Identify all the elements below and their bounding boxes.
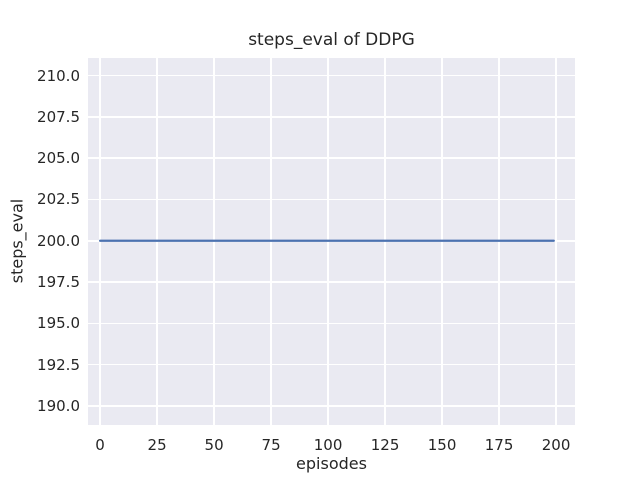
x-tick-label: 150 bbox=[427, 436, 457, 454]
x-axis-label: episodes bbox=[296, 454, 367, 473]
y-tick-label: 207.5 bbox=[37, 107, 80, 126]
x-tick-label: 50 bbox=[204, 436, 224, 454]
gridline-horizontal bbox=[88, 363, 575, 366]
x-tick-label: 200 bbox=[541, 436, 571, 454]
y-tick-label: 200.0 bbox=[37, 231, 80, 250]
gridline-horizontal bbox=[88, 322, 575, 325]
gridline-horizontal bbox=[88, 405, 575, 407]
x-tick-label: 175 bbox=[484, 436, 514, 454]
y-tick-label: 205.0 bbox=[37, 149, 80, 168]
gridline-horizontal bbox=[88, 74, 575, 77]
x-tick-label: 75 bbox=[261, 436, 281, 454]
y-tick-label: 202.5 bbox=[37, 190, 80, 209]
plot-area bbox=[88, 58, 575, 425]
y-tick-label: 210.0 bbox=[37, 66, 80, 85]
chart-title: steps_eval of DDPG bbox=[248, 30, 415, 50]
y-tick-label: 195.0 bbox=[37, 314, 80, 333]
gridline-horizontal bbox=[88, 198, 575, 201]
gridline-horizontal bbox=[88, 116, 575, 118]
series-layer bbox=[98, 239, 555, 242]
x-tick-label: 125 bbox=[370, 436, 400, 454]
x-tick-label: 25 bbox=[147, 436, 167, 454]
y-tick-label: 192.5 bbox=[37, 355, 80, 374]
gridline-horizontal bbox=[88, 157, 575, 159]
y-tick-label: 197.5 bbox=[37, 273, 80, 292]
gridline-horizontal bbox=[88, 281, 575, 283]
y-tick-label: 190.0 bbox=[37, 396, 80, 415]
x-tick-label: 100 bbox=[313, 436, 343, 454]
x-tick-label: 0 bbox=[95, 436, 105, 454]
